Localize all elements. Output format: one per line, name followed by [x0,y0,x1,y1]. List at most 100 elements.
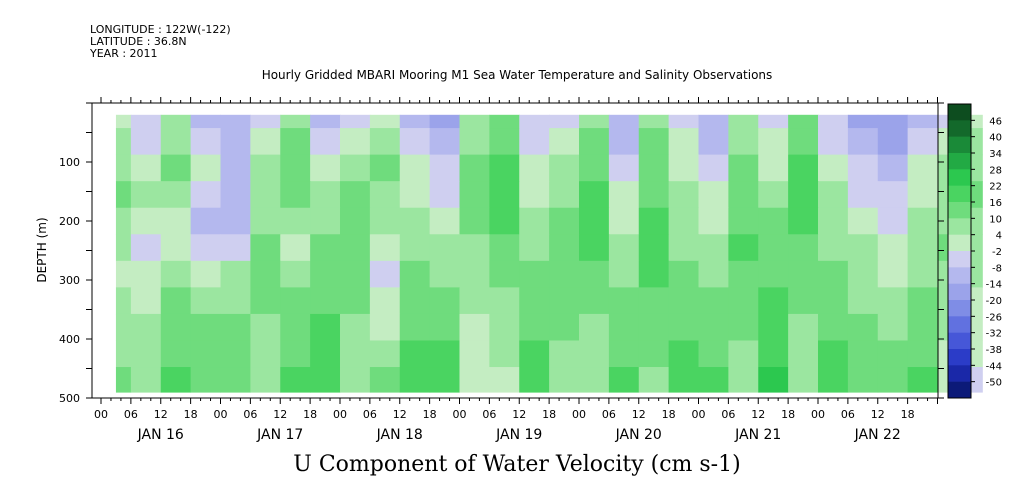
heatmap-cell [459,367,490,393]
heatmap-cell [608,367,640,393]
colorbar-swatch [948,332,971,350]
heatmap-cell [280,128,311,156]
heatmap-cell [160,313,192,341]
x-hour-label: 00 [214,408,228,421]
heatmap-cell [130,114,162,129]
x-hour-label: 18 [184,408,198,421]
heatmap-cell [668,181,699,209]
heatmap-cell [758,114,789,129]
heatmap-cell [429,287,460,315]
heatmap-cell [728,128,759,156]
colorbar-label: 22 [989,182,1002,193]
heatmap-cell [190,313,221,341]
heatmap-cell [130,260,162,288]
heatmap-cell [489,234,520,262]
heatmap-cell [310,181,341,209]
x-day-label: JAN 18 [376,427,423,443]
colorbar-swatch [948,365,971,382]
heatmap-cell [280,207,311,235]
x-hour-label: 00 [811,408,825,421]
heatmap-cell [369,128,401,156]
heatmap-cell [638,313,670,341]
x-day-label: JAN 21 [734,427,781,443]
x-hour-label: 18 [303,408,317,421]
heatmap-cell [758,181,789,209]
heatmap-cell [847,154,879,182]
x-hour-label: 18 [542,408,556,421]
colorbar-swatch [948,218,971,235]
heatmap-cell [160,114,192,129]
heatmap-cell [907,207,938,235]
heatmap-cell [698,114,729,129]
heatmap-cell [907,181,938,209]
x-hour-label: 12 [393,408,407,421]
heatmap-cell [728,234,759,262]
x-hour-label: 18 [662,408,676,421]
heatmap-cell [847,234,879,262]
heatmap-cell [340,128,371,156]
heatmap-cell [728,287,759,315]
heatmap-cell [608,234,640,262]
heatmap-cell [160,181,192,209]
heatmap-cell [907,234,938,262]
heatmap-cell [190,181,221,209]
heatmap-cell [519,181,550,209]
heatmap-cell [130,207,162,235]
heatmap-cell [907,367,938,393]
x-day-label: JAN 17 [256,427,303,443]
heatmap-cell [130,181,162,209]
colorbar-swatch [948,381,971,399]
heatmap-cell [310,287,341,315]
heatmap-cell [698,234,729,262]
heatmap-cell [818,128,849,156]
heatmap-cell [115,114,132,129]
heatmap-cell [549,367,580,393]
heatmap-cell [369,181,401,209]
colorbar-swatch [948,234,971,252]
heatmap-cell [519,367,550,393]
heatmap-cell [115,287,132,315]
heatmap-cell [907,260,938,288]
heatmap-cell [638,207,670,235]
heatmap-cell [429,181,460,209]
colorbar-label: 40 [989,133,1002,144]
heatmap-cell [608,340,640,368]
heatmap-cell [728,181,759,209]
heatmap-cell [250,114,281,129]
heatmap-cell [399,287,431,315]
heatmap-cell [728,367,759,393]
heatmap-cell [429,234,460,262]
heatmap-cell [877,313,909,341]
heatmap-cell [250,207,281,235]
heatmap-cell [698,367,729,393]
heatmap-cell [220,367,251,393]
heatmap-cell [190,154,221,182]
heatmap-cell [340,313,371,341]
colorbar-swatch [948,251,971,268]
heatmap-cell [220,313,251,341]
heatmap-cell [818,154,849,182]
heatmap-cell [758,207,789,235]
heatmap-cell [459,181,490,209]
heatmap-cell [369,340,401,368]
heatmap-cell [130,340,162,368]
heatmap-cell [608,313,640,341]
heatmap-cell [668,367,699,393]
colorbar-label: 4 [996,231,1002,242]
heatmap-cell [489,367,520,393]
colorbar-swatch [948,153,971,170]
heatmap-cell [579,340,610,368]
heatmap-cell [877,260,909,288]
heatmap-cell [638,260,670,288]
heatmap-cell [728,340,759,368]
heatmap-cell [758,154,789,182]
heatmap-cell [519,128,550,156]
heatmap-cell [788,340,819,368]
heatmap-cell [579,207,610,235]
heatmap-cell [549,287,580,315]
heatmap-cell [489,128,520,156]
heatmap-cell [115,260,132,288]
heatmap-cell [160,367,192,393]
heatmap-cell [877,340,909,368]
heatmap-cell [310,154,341,182]
